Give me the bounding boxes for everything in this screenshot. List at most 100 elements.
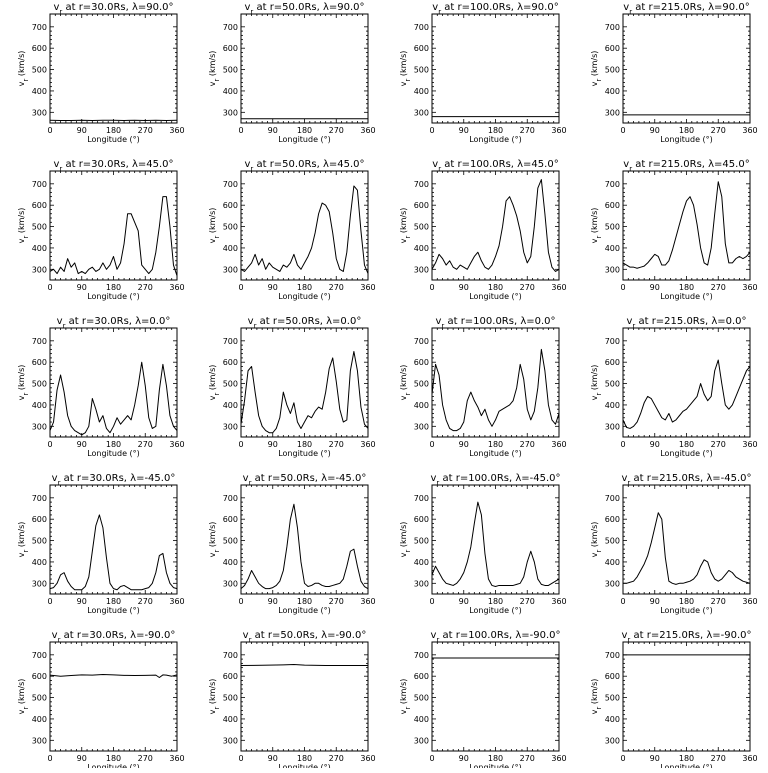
y-tick-label: 500 [32,380,47,389]
y-tick-label: 500 [32,537,47,546]
series-line [432,349,559,430]
x-tick-label: 0 [620,283,625,292]
x-tick-label: 180 [297,283,312,292]
x-tick-label: 0 [238,126,243,135]
x-tick-label: 180 [488,440,503,449]
x-tick-label: 0 [620,126,625,135]
y-axis-label: vr (km/s) [17,679,30,715]
y-axis-label: vr (km/s) [399,208,412,244]
x-axis-label: Longitude (°) [469,292,522,301]
y-tick-label: 600 [414,672,429,681]
series-line [50,197,177,276]
y-tick-label: 400 [605,244,620,253]
y-tick-label: 400 [32,244,47,253]
series-line [50,362,177,435]
y-tick-label: 700 [605,180,620,189]
plot-frame [623,328,750,437]
y-tick-label: 400 [223,715,238,724]
y-tick-label: 300 [605,736,620,745]
x-tick-label: 270 [520,597,535,606]
x-tick-label: 180 [488,126,503,135]
y-tick-label: 300 [605,265,620,274]
y-tick-label: 500 [605,66,620,75]
x-tick-label: 0 [238,597,243,606]
x-tick-label: 90 [459,597,469,606]
y-tick-label: 600 [32,358,47,367]
x-axis-label: Longitude (°) [660,135,713,144]
plot-frame [432,485,559,594]
series-line [50,515,177,590]
plot-frame [623,14,750,123]
x-tick-label: 270 [138,126,153,135]
y-axis-label: vr (km/s) [399,365,412,401]
x-axis-label: Longitude (°) [660,292,713,301]
x-tick-label: 180 [106,597,121,606]
y-axis-label: vr (km/s) [17,51,30,87]
plot-frame [623,642,750,751]
x-tick-label: 270 [711,283,726,292]
x-tick-label: 0 [620,754,625,763]
y-tick-label: 600 [414,515,429,524]
x-axis-label: Longitude (°) [660,449,713,458]
x-tick-label: 90 [459,754,469,763]
x-tick-label: 360 [551,754,566,763]
x-tick-label: 270 [138,440,153,449]
y-axis-label: vr (km/s) [17,208,30,244]
x-tick-label: 0 [429,754,434,763]
y-tick-label: 700 [223,651,238,660]
y-tick-label: 500 [414,223,429,232]
plot-frame [50,14,177,123]
y-tick-label: 700 [605,494,620,503]
x-tick-label: 90 [77,440,87,449]
y-axis-label: vr (km/s) [208,365,221,401]
y-tick-label: 400 [414,401,429,410]
y-axis-label: vr (km/s) [590,365,603,401]
x-tick-label: 180 [106,754,121,763]
y-tick-label: 300 [223,579,238,588]
y-tick-label: 500 [32,694,47,703]
y-tick-label: 700 [605,23,620,32]
x-tick-label: 180 [488,283,503,292]
x-tick-label: 270 [711,440,726,449]
x-tick-label: 90 [459,440,469,449]
x-tick-label: 270 [711,754,726,763]
x-tick-label: 0 [620,597,625,606]
series-line [241,504,368,588]
x-tick-label: 270 [520,126,535,135]
x-axis-label: Longitude (°) [469,135,522,144]
series-line [623,513,750,585]
y-axis-label: vr (km/s) [208,208,221,244]
y-axis-label: vr (km/s) [17,522,30,558]
x-tick-label: 270 [329,597,344,606]
x-tick-label: 180 [106,283,121,292]
x-axis-label: Longitude (°) [87,763,140,768]
x-tick-label: 180 [106,126,121,135]
y-tick-label: 700 [605,337,620,346]
series-line [50,674,177,677]
x-tick-label: 180 [297,754,312,763]
y-tick-label: 300 [32,422,47,431]
plot-frame [50,642,177,751]
y-tick-label: 500 [223,537,238,546]
y-tick-label: 300 [605,108,620,117]
plot-frame [623,171,750,280]
x-tick-label: 360 [360,126,375,135]
y-tick-label: 600 [223,672,238,681]
x-tick-label: 0 [47,754,52,763]
y-tick-label: 600 [414,358,429,367]
x-tick-label: 360 [169,597,184,606]
x-tick-label: 180 [488,597,503,606]
x-tick-label: 0 [47,440,52,449]
y-axis-label: vr (km/s) [208,522,221,558]
y-tick-label: 700 [414,337,429,346]
y-tick-label: 700 [32,494,47,503]
y-axis-label: vr (km/s) [208,51,221,87]
